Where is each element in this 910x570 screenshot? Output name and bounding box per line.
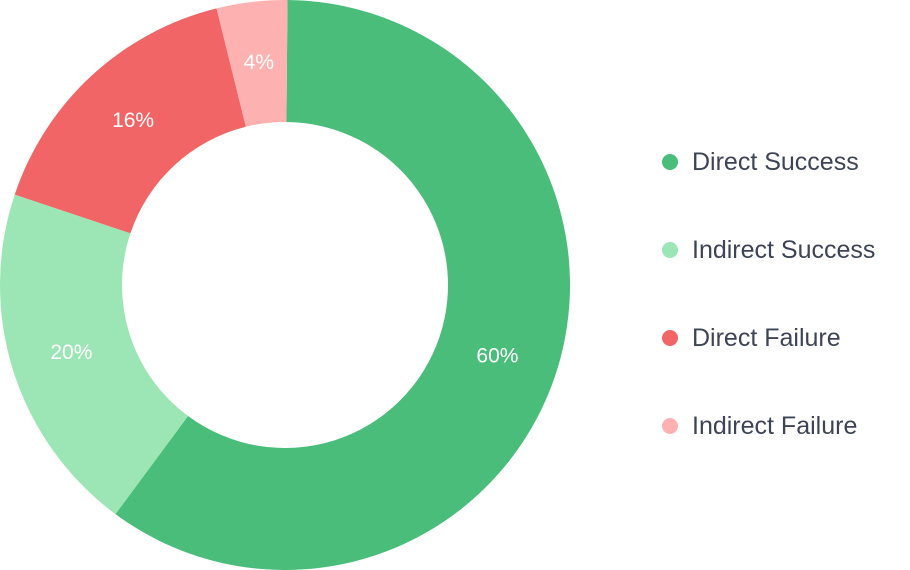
chart-legend: Direct Success Indirect Success Direct F… (662, 142, 875, 446)
legend-label-direct-success: Direct Success (692, 147, 859, 176)
slice-label-direct-failure: 16% (112, 109, 154, 132)
slice-direct-success[interactable] (115, 0, 571, 570)
legend-marker-indirect-success (662, 242, 678, 258)
legend-item-direct-failure[interactable]: Direct Failure (662, 318, 875, 358)
slice-label-indirect-success: 20% (50, 341, 92, 364)
slice-label-direct-success: 60% (476, 345, 518, 368)
legend-item-indirect-failure[interactable]: Indirect Failure (662, 406, 875, 446)
slice-direct-failure[interactable] (14, 8, 246, 234)
legend-item-direct-success[interactable]: Direct Success (662, 142, 875, 182)
legend-label-indirect-success: Indirect Success (692, 235, 876, 264)
legend-label-direct-failure: Direct Failure (692, 323, 841, 352)
legend-item-indirect-success[interactable]: Indirect Success (662, 230, 875, 270)
slice-label-indirect-failure: 4% (244, 51, 274, 74)
legend-label-indirect-failure: Indirect Failure (692, 411, 858, 440)
legend-marker-direct-failure (662, 330, 678, 346)
legend-marker-direct-success (662, 154, 678, 170)
slice-indirect-failure[interactable] (216, 0, 288, 127)
legend-marker-indirect-failure (662, 418, 678, 434)
slice-indirect-success[interactable] (0, 194, 189, 515)
